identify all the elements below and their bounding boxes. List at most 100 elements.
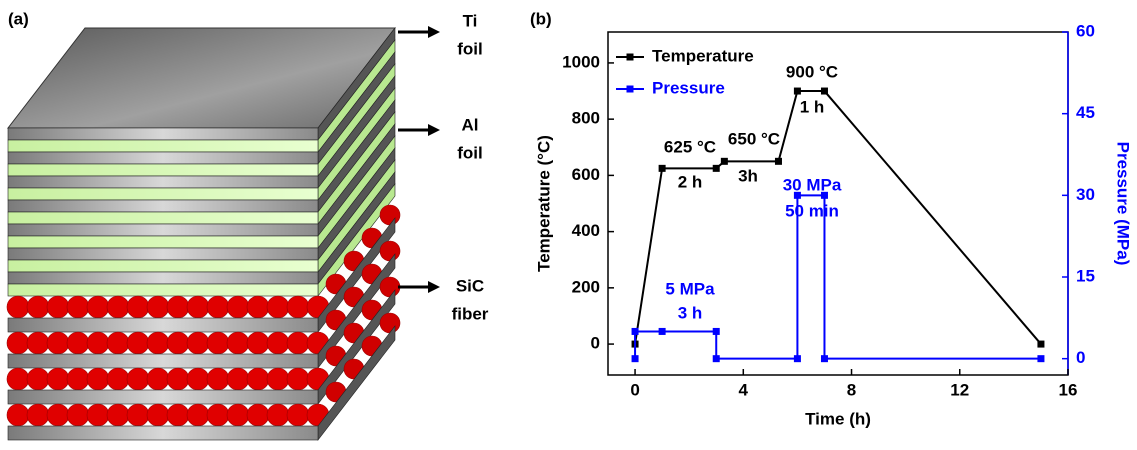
fiber (246, 295, 270, 319)
layer (7, 283, 319, 297)
layer-label: Ti (463, 11, 478, 30)
x-tick-label: 16 (1059, 380, 1078, 399)
legend-marker (626, 85, 634, 93)
fiber (186, 331, 210, 355)
y2-tick-label: 45 (1076, 103, 1095, 122)
fiber (186, 403, 210, 427)
fiber (206, 403, 230, 427)
fiber (206, 331, 230, 355)
layer (7, 259, 319, 273)
layer (7, 187, 319, 201)
panel-label: (b) (530, 9, 552, 28)
fiber (146, 331, 170, 355)
layer-label: foil (457, 39, 483, 58)
fiber (186, 367, 210, 391)
arrow-head (428, 124, 440, 136)
fiber (86, 403, 110, 427)
fiber (166, 403, 190, 427)
fiber (266, 331, 290, 355)
fiber (66, 295, 90, 319)
fiber (6, 295, 30, 319)
annotation: 650 °C (728, 129, 780, 148)
fiber (266, 367, 290, 391)
fiber (206, 295, 230, 319)
annotation: 1 h (800, 97, 825, 116)
fiber (66, 331, 90, 355)
point (720, 157, 728, 165)
annotation: 900 °C (786, 62, 838, 81)
fiber (86, 367, 110, 391)
fiber (146, 367, 170, 391)
panel-label: (a) (8, 9, 29, 28)
fiber (226, 403, 250, 427)
annotation: 3h (738, 166, 758, 185)
fiber (126, 367, 150, 391)
fiber (126, 331, 150, 355)
fiber (379, 276, 401, 298)
fiber (46, 295, 70, 319)
fiber (206, 367, 230, 391)
fiber (26, 295, 50, 319)
y2-axis-label: Pressure (MPa) (1114, 142, 1133, 266)
layer (7, 271, 319, 285)
layer (7, 317, 319, 333)
fiber (26, 367, 50, 391)
layer (7, 211, 319, 225)
fiber (226, 331, 250, 355)
fiber (226, 295, 250, 319)
y-tick-label: 600 (572, 165, 600, 184)
layer (7, 139, 319, 153)
point (793, 87, 801, 95)
layer (7, 353, 319, 369)
fiber (106, 331, 130, 355)
fiber (6, 367, 30, 391)
fiber (146, 295, 170, 319)
fiber (379, 240, 401, 262)
point (712, 327, 720, 335)
fiber (126, 403, 150, 427)
fiber (46, 367, 70, 391)
fiber (266, 295, 290, 319)
series-line (634, 194, 1041, 360)
schematic: (a) Ti foil Al foil SiC fiber (6, 9, 489, 441)
legend-label: Temperature (652, 46, 754, 65)
fiber (379, 204, 401, 226)
fiber (226, 367, 250, 391)
x-tick-label: 12 (950, 380, 969, 399)
fiber (186, 295, 210, 319)
y-axis-label: Temperature (°C) (534, 135, 553, 272)
fiber (6, 331, 30, 355)
fiber (146, 403, 170, 427)
layer (7, 389, 319, 405)
fiber (286, 331, 310, 355)
x-tick-label: 0 (630, 380, 639, 399)
layer-label: SiC (456, 276, 484, 295)
fiber (166, 295, 190, 319)
annotation: 625 °C (664, 137, 716, 156)
point (1037, 340, 1045, 348)
fiber (246, 331, 270, 355)
fiber (246, 367, 270, 391)
y-tick-label: 0 (591, 334, 600, 353)
layer (7, 425, 319, 441)
x-tick-label: 8 (847, 380, 856, 399)
fiber (106, 403, 130, 427)
y-tick-label: 800 (572, 109, 600, 128)
layer (7, 127, 319, 141)
y2-tick-label: 60 (1076, 21, 1095, 40)
fiber (46, 403, 70, 427)
fiber (286, 403, 310, 427)
fiber (86, 295, 110, 319)
fiber (106, 295, 130, 319)
y-tick-label: 400 (572, 221, 600, 240)
point (712, 164, 720, 172)
chart: (b) 0 4 8 12 16 0 200 400 600 800 1000 0 15 30 45 60 Time… (530, 9, 1133, 428)
point (820, 87, 828, 95)
point (820, 355, 828, 363)
legend-marker (626, 53, 634, 61)
y2-tick-label: 0 (1076, 348, 1085, 367)
annotation: 30 MPa (783, 175, 842, 194)
fiber (26, 403, 50, 427)
point (820, 191, 828, 199)
